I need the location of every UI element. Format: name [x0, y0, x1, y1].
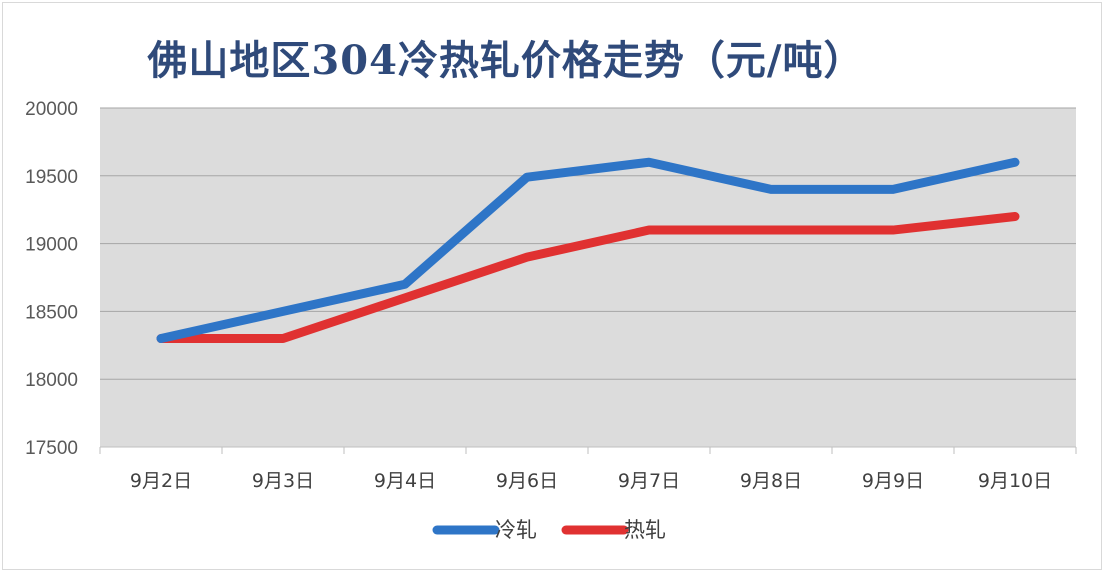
legend-label-cold-rolled: 冷轧 — [495, 518, 537, 542]
y-tick-label: 17500 — [25, 438, 78, 459]
y-tick-label: 19000 — [25, 235, 78, 256]
x-tick-label: 9月2日 — [130, 470, 192, 492]
x-tick-label: 9月10日 — [978, 470, 1052, 492]
chart-title: 佛山地区304冷热轧价格走势（元/吨） — [147, 37, 865, 84]
x-tick-label: 9月4日 — [374, 470, 436, 492]
series-line-hot-rolled — [156, 211, 1020, 344]
legend-label-hot-rolled: 热轧 — [624, 518, 666, 542]
x-tick-label: 9月3日 — [252, 470, 314, 492]
plot-area — [100, 108, 1076, 447]
series-line-cold-rolled — [156, 157, 1020, 344]
x-tick-label: 9月9日 — [862, 470, 924, 492]
x-tick-label: 9月8日 — [740, 470, 802, 492]
y-tick-label: 18000 — [25, 370, 78, 391]
x-tick-label: 9月7日 — [618, 470, 680, 492]
x-tick-label: 9月6日 — [496, 470, 558, 492]
y-tick-label: 20000 — [25, 99, 78, 120]
y-tick-label: 18500 — [25, 302, 78, 323]
y-tick-label: 19500 — [25, 167, 78, 188]
